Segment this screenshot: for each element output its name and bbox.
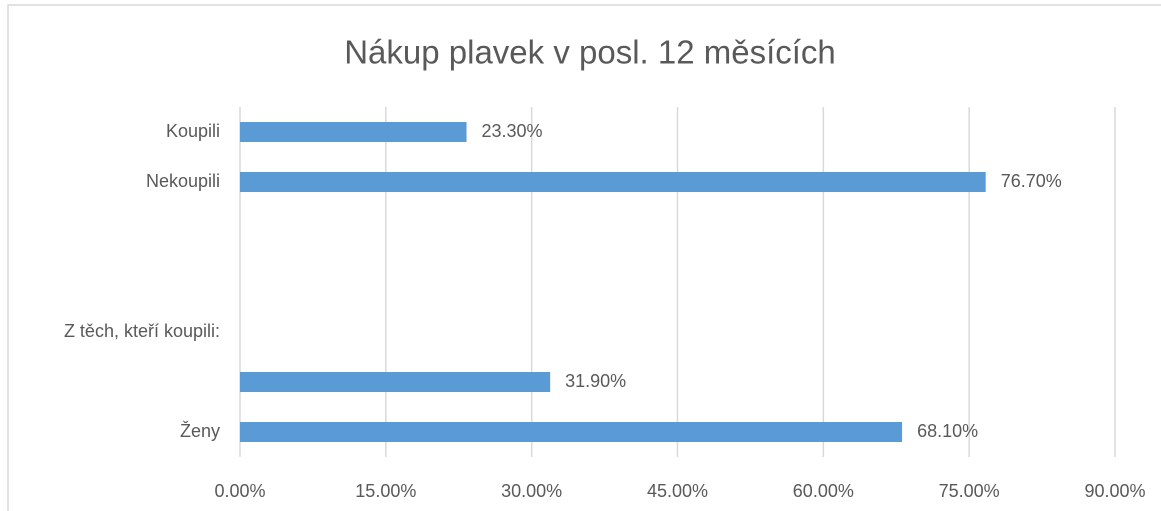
value-label: 23.30% [482, 121, 543, 141]
value-label: 31.90% [565, 371, 626, 391]
bar [240, 422, 903, 442]
x-tick-label: 90.00% [1084, 481, 1145, 501]
chart-title: Nákup plavek v posl. 12 měsících [344, 34, 836, 71]
y-tick-label: Nekoupili [146, 171, 220, 191]
value-label: 76.70% [1001, 171, 1062, 191]
bar [240, 372, 551, 392]
x-tick-label: 15.00% [355, 481, 416, 501]
x-tick-label: 30.00% [501, 481, 562, 501]
x-tick-label: 0.00% [214, 481, 265, 501]
x-tick-label: 75.00% [939, 481, 1000, 501]
x-tick-label: 45.00% [647, 481, 708, 501]
x-tick-label: 60.00% [793, 481, 854, 501]
value-label: 68.10% [917, 421, 978, 441]
bar [240, 122, 467, 142]
y-tick-label: Ženy [180, 421, 220, 441]
chart-border [7, 4, 1161, 511]
y-tick-label: Koupili [166, 121, 220, 141]
bar [240, 172, 986, 192]
y-tick-label: Z těch, kteří koupili: [64, 321, 220, 341]
